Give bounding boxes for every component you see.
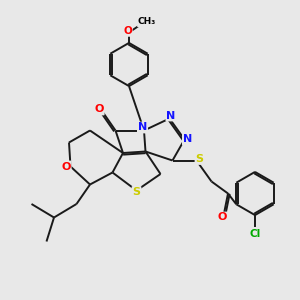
Text: O: O xyxy=(61,161,71,172)
Text: S: S xyxy=(196,154,203,164)
Text: S: S xyxy=(133,187,140,197)
Text: CH₃: CH₃ xyxy=(138,17,156,26)
Text: N: N xyxy=(183,134,192,145)
Text: O: O xyxy=(217,212,227,223)
Text: N: N xyxy=(167,110,176,121)
Text: O: O xyxy=(94,104,104,115)
Text: N: N xyxy=(138,122,147,133)
Text: O: O xyxy=(123,26,132,36)
Text: Cl: Cl xyxy=(249,229,261,239)
